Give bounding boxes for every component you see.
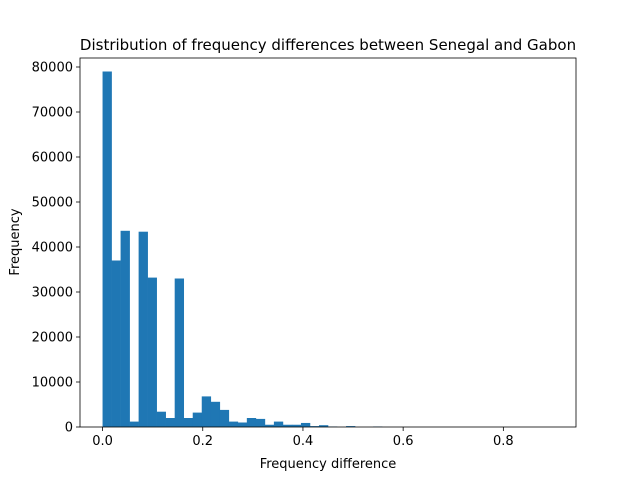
x-tick-label: 0.4 xyxy=(293,434,314,449)
histogram-bar xyxy=(255,418,266,427)
histogram-bar xyxy=(165,418,175,427)
y-tick-label: 60000 xyxy=(32,151,73,166)
histogram-bar xyxy=(192,412,203,427)
histogram-bar xyxy=(264,424,275,427)
histogram-bar xyxy=(183,418,194,427)
histogram-bar xyxy=(120,230,130,427)
y-axis-label: Frequency xyxy=(8,208,23,275)
y-tick-label: 10000 xyxy=(32,376,73,391)
histogram-bar xyxy=(309,426,320,427)
histogram-bar xyxy=(210,401,221,427)
histogram-bar xyxy=(237,422,248,427)
histogram-bar xyxy=(318,425,329,427)
histogram-bar xyxy=(156,411,166,427)
histogram-bar xyxy=(291,424,302,427)
histogram-bar xyxy=(129,421,139,427)
plot-frame xyxy=(79,57,577,428)
histogram-bar xyxy=(282,424,293,427)
histogram-bar xyxy=(138,231,148,427)
histogram-bar xyxy=(147,277,157,427)
y-tick-label: 80000 xyxy=(32,61,73,76)
bars-group xyxy=(102,71,383,427)
histogram-bar xyxy=(102,71,112,427)
y-tick-label: 70000 xyxy=(32,106,73,121)
histogram-bar xyxy=(111,260,121,427)
x-tick-label: 0.2 xyxy=(192,434,213,449)
histogram-bar xyxy=(228,421,239,427)
y-tick-label: 0 xyxy=(65,421,73,436)
y-tick-label: 20000 xyxy=(32,331,73,346)
x-tick-label: 0.8 xyxy=(493,434,514,449)
histogram-bar xyxy=(246,418,257,427)
chart-title: Distribution of frequency differences be… xyxy=(80,36,576,54)
x-tick-label: 0.0 xyxy=(92,434,113,449)
histogram-bar xyxy=(174,278,185,427)
histogram-bar xyxy=(201,396,212,427)
histogram-bar xyxy=(300,422,311,427)
histogram-bar xyxy=(273,421,284,427)
x-axis-ticks: 0.0 0.2 0.4 0.6 0.8 xyxy=(92,427,514,449)
y-tick-label: 30000 xyxy=(32,286,73,301)
y-tick-label: 40000 xyxy=(32,241,73,256)
histogram-bar xyxy=(346,426,356,427)
histogram-bar xyxy=(219,409,230,427)
x-axis-label: Frequency difference xyxy=(260,457,397,472)
y-tick-label: 50000 xyxy=(32,196,73,211)
x-tick-label: 0.6 xyxy=(393,434,414,449)
y-axis-ticks: 0 10000 20000 30000 40000 50000 60000 70000 8000… xyxy=(32,61,80,436)
